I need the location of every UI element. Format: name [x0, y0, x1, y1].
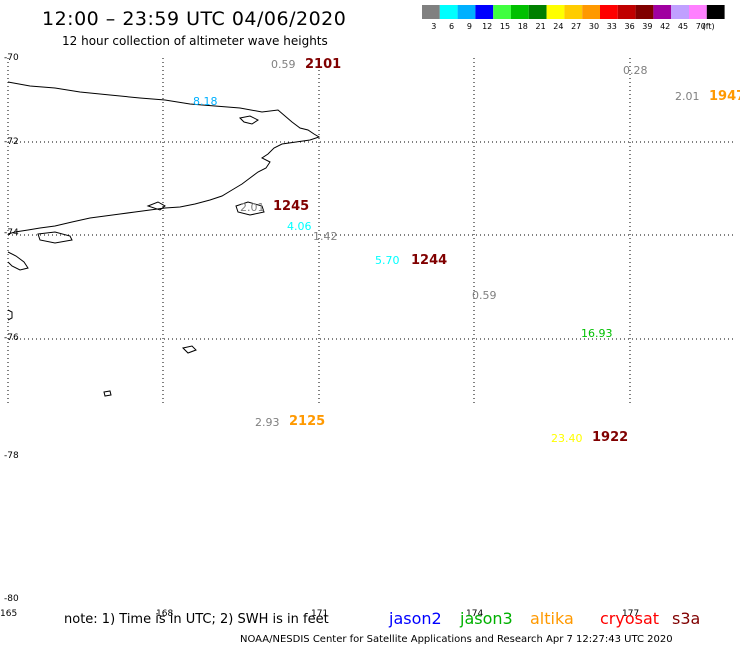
legend-swatch-12	[635, 5, 654, 19]
obs-swh-3: 8.18	[193, 95, 218, 108]
island-3	[7, 251, 29, 271]
footer-credit: NOAA/NESDIS Center for Satellite Applica…	[240, 634, 673, 645]
legend-swatch-14	[671, 5, 689, 19]
lat-label-80: -80	[4, 594, 19, 604]
lon-label-171: 171	[311, 609, 329, 619]
lon-label-177: 177	[622, 609, 640, 619]
legend-label-6: 21	[536, 22, 546, 31]
sat-altika: altika	[530, 609, 574, 628]
obs-swh-8: 0.59	[472, 289, 497, 302]
island-2	[37, 231, 73, 244]
obs-time-7: 1244	[411, 253, 448, 268]
legend-swatch-16	[706, 5, 725, 19]
legend-swatch-4	[493, 5, 511, 19]
legend-label-11: 36	[625, 22, 635, 31]
legend-label-7: 24	[553, 22, 563, 31]
legend-swatch-2	[457, 5, 476, 19]
obs-swh-1: 0.28	[623, 64, 648, 77]
lat-label-78: -78	[4, 451, 19, 461]
legend-label-13: 42	[660, 22, 670, 31]
legend-label-8: 27	[571, 22, 581, 31]
obs-swh-5: 4.06	[287, 220, 312, 233]
legend-label-9: 30	[589, 22, 599, 31]
obs-time-2: 1947	[709, 89, 740, 104]
legend-unit: (ft)	[703, 22, 715, 31]
legend-label-5: 18	[518, 22, 528, 31]
sat-jason2: jason2	[389, 609, 442, 628]
legend-swatch-15	[689, 5, 707, 19]
legend-label-0: 3	[431, 22, 436, 31]
legend-label-10: 33	[607, 22, 617, 31]
obs-swh-0: 0.59	[271, 58, 296, 71]
obs-swh-9: 16.93	[581, 327, 613, 340]
legend-label-15: 70	[696, 22, 706, 31]
obs-swh-4: 2.01	[240, 201, 265, 214]
coastline-inlet	[238, 115, 259, 125]
legend-label-2: 9	[467, 22, 472, 31]
lon-label-165: 165	[0, 609, 18, 619]
legend-swatch-9	[582, 5, 600, 19]
lon-label-168: 168	[156, 609, 174, 619]
latitude-grid	[8, 141, 735, 340]
legend-swatch-1	[439, 5, 458, 19]
lat-label-72: -72	[4, 137, 19, 147]
obs-swh-11: 23.40	[551, 432, 583, 445]
footer-note: note: 1) Time is in UTC; 2) SWH is in fe…	[64, 612, 329, 627]
obs-swh-10: 2.93	[255, 416, 280, 429]
legend-swatch-7	[546, 5, 565, 19]
legend-swatch-5	[511, 5, 529, 19]
map-title: 12:00 – 23:59 UTC 04/06/2020	[42, 8, 347, 30]
lat-label-74: -74	[4, 228, 19, 238]
legend-label-14: 45	[678, 22, 688, 31]
legend-label-1: 6	[449, 22, 454, 31]
obs-time-0: 2101	[305, 57, 342, 72]
lat-label-76: -76	[4, 333, 19, 343]
lon-label-174: 174	[466, 609, 484, 619]
obs-swh-6: 1.42	[313, 230, 338, 243]
island-4	[7, 309, 13, 321]
obs-time-4: 1245	[273, 199, 310, 214]
obs-swh-2: 2.01	[675, 90, 700, 103]
legend-swatch-11	[617, 5, 636, 19]
obs-time-10: 2125	[289, 414, 326, 429]
legend-swatch-10	[600, 5, 618, 19]
legend-swatch-0	[422, 5, 440, 19]
obs-swh-7: 5.70	[375, 254, 400, 267]
legend-swatch-13	[653, 5, 672, 19]
legend-swatch-3	[475, 5, 494, 19]
obs-time-11: 1922	[592, 430, 629, 445]
wave-height-legend: 3 6 9 12 15 18 21 24 27 30 33 36 39 42 45 70(ft)	[422, 5, 725, 31]
legend-label-4: 15	[500, 22, 510, 31]
legend-swatch-8	[564, 5, 583, 19]
island-5	[182, 345, 197, 354]
lat-label-70: -70	[4, 53, 19, 63]
coastline-bay	[146, 201, 166, 211]
island-6	[103, 390, 112, 397]
legend-swatch-6	[528, 5, 547, 19]
legend-label-3: 12	[482, 22, 492, 31]
island-1	[235, 201, 265, 216]
sat-s3a: s3a	[672, 609, 701, 628]
sat-jason3: jason3	[460, 609, 513, 628]
sat-cryosat: cryosat	[600, 609, 660, 628]
coastline	[7, 81, 321, 397]
map-subtitle: 12 hour collection of altimeter wave hei…	[62, 34, 328, 48]
legend-label-12: 39	[642, 22, 652, 31]
coastline-main	[7, 81, 321, 235]
